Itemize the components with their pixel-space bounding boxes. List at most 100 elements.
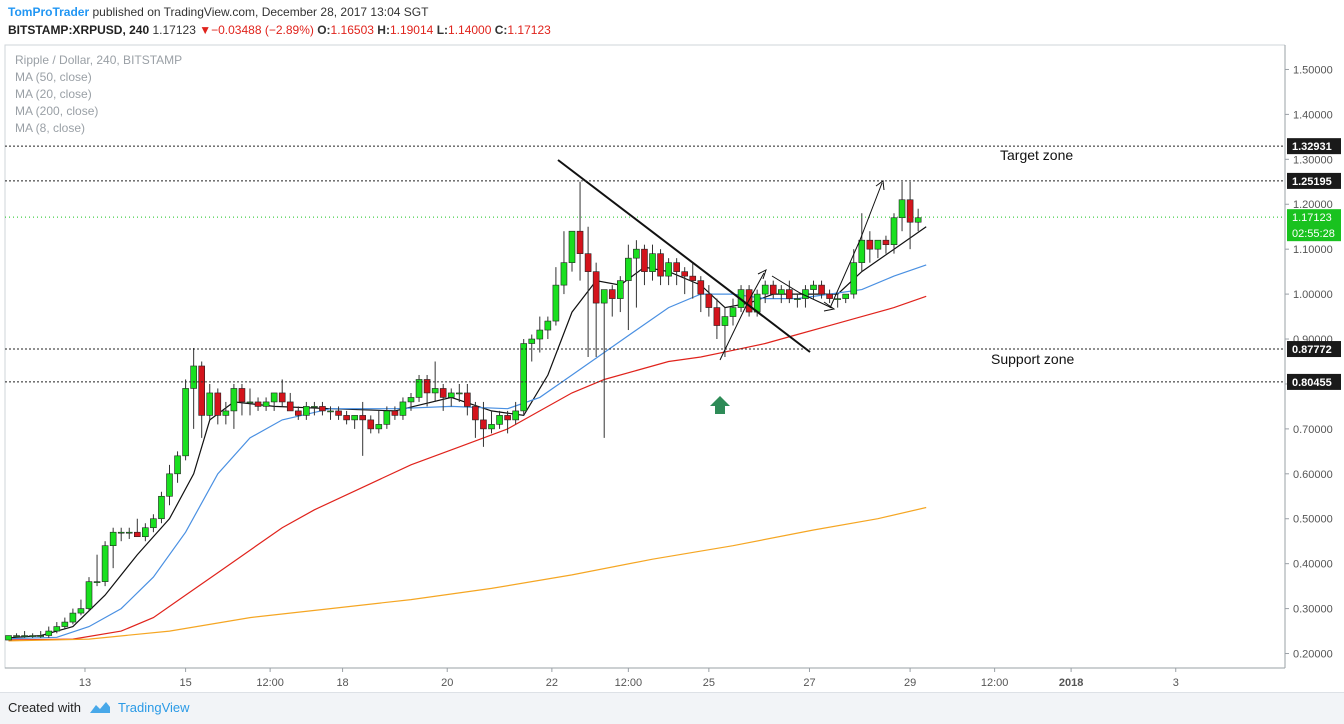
- candle: [61, 617, 69, 629]
- candle-body: [504, 415, 511, 421]
- ohlc-line: BITSTAMP:XRPUSD, 240 1.17123 ▼−0.03488 (…: [8, 23, 551, 37]
- candle-body: [29, 635, 36, 637]
- candle-body: [367, 419, 375, 430]
- candle-body: [37, 635, 45, 637]
- candle-body: [391, 410, 399, 416]
- candle-body: [794, 298, 801, 300]
- candle-body: [552, 284, 560, 322]
- projection-arrow-2: [771, 275, 833, 309]
- candle-body: [5, 635, 12, 641]
- candle-body: [182, 388, 189, 457]
- tradingview-link[interactable]: TradingView: [118, 700, 190, 715]
- candle: [673, 258, 680, 286]
- time-tick-label: 25: [703, 677, 715, 689]
- candle: [13, 633, 20, 638]
- candle: [858, 213, 866, 272]
- candle-body: [246, 401, 254, 404]
- time-tick-label: 15: [179, 677, 191, 689]
- time-tick-label: 18: [336, 677, 348, 689]
- candle: [528, 334, 536, 362]
- candle-body: [520, 343, 528, 412]
- candle: [689, 262, 697, 299]
- candle: [464, 383, 471, 416]
- projection-arrow-3: [829, 182, 883, 309]
- tradingview-logo-icon[interactable]: [88, 699, 112, 717]
- candle: [472, 401, 479, 438]
- author-link[interactable]: TomProTrader: [8, 5, 90, 19]
- candle-body: [584, 253, 592, 272]
- candle-body: [294, 410, 302, 416]
- candle-body: [544, 320, 552, 331]
- candle-body: [842, 293, 850, 299]
- candle: [158, 491, 165, 524]
- candle: [69, 608, 77, 625]
- candle-body: [641, 248, 648, 272]
- candle: [874, 239, 882, 259]
- candle-body: [455, 392, 463, 395]
- candle-body: [616, 280, 624, 299]
- candle: [166, 464, 173, 506]
- candle: [520, 339, 528, 416]
- candle: [480, 401, 487, 447]
- candle-body: [625, 257, 632, 281]
- candle-body: [77, 608, 85, 614]
- candle-body: [786, 289, 793, 299]
- zone-label: Target zone: [1000, 147, 1073, 163]
- candle: [665, 258, 672, 286]
- candle-body: [319, 406, 326, 412]
- symbol-label: BITSTAMP:XRPUSD, 240: [8, 23, 150, 37]
- candle: [214, 388, 222, 425]
- candle-body: [826, 293, 833, 299]
- candle-body: [21, 635, 28, 637]
- high-value: 1.19014: [389, 23, 434, 37]
- candle-body: [882, 239, 890, 245]
- candle-body: [464, 392, 471, 407]
- candle-body: [150, 518, 157, 529]
- candle: [834, 294, 841, 308]
- candle-body: [222, 410, 230, 416]
- legend-ma200[interactable]: MA (200, close): [15, 104, 99, 118]
- candle: [794, 294, 801, 308]
- candle: [190, 348, 197, 429]
- candle-body: [512, 410, 519, 421]
- time-tick-label: 3: [1173, 677, 1179, 689]
- candle: [729, 298, 737, 326]
- candle: [343, 410, 350, 425]
- candle-body: [335, 410, 342, 416]
- legend-ma8[interactable]: MA (8, close): [15, 121, 86, 135]
- candle: [278, 379, 286, 407]
- candle: [649, 244, 656, 281]
- candle: [359, 401, 367, 456]
- legend-ma20[interactable]: MA (20, close): [15, 87, 92, 101]
- candle-body: [721, 316, 729, 326]
- zone-label: Support zone: [991, 351, 1074, 367]
- arrow-head-3: [875, 180, 885, 191]
- candle-body: [117, 531, 125, 534]
- candle-body: [858, 239, 866, 263]
- candle-body: [61, 621, 69, 627]
- candle: [898, 181, 906, 232]
- time-tick-label: 13: [79, 677, 91, 689]
- candle: [134, 518, 141, 538]
- candle: [423, 374, 431, 407]
- candle-body: [278, 392, 286, 403]
- candle: [286, 392, 294, 412]
- candle-body: [109, 531, 117, 546]
- legend-title: Ripple / Dollar, 240, BITSTAMP: [15, 53, 183, 67]
- time-tick-label: 29: [904, 677, 916, 689]
- candle: [383, 406, 391, 429]
- time-tick-label: 22: [546, 677, 558, 689]
- candle-body: [230, 388, 238, 412]
- legend-ma50[interactable]: MA (50, close): [15, 70, 92, 84]
- candle-body: [343, 415, 350, 421]
- price-tick-label: 0.20000: [1293, 649, 1333, 661]
- candle-body: [206, 392, 214, 416]
- candle-body: [600, 289, 608, 304]
- candle-body: [85, 581, 93, 609]
- candle-body: [697, 280, 705, 295]
- price-line-label-bg: [1287, 138, 1341, 155]
- candle: [93, 554, 101, 587]
- time-tick-label: 2018: [1059, 677, 1083, 689]
- arrow-up-icon: [710, 396, 730, 414]
